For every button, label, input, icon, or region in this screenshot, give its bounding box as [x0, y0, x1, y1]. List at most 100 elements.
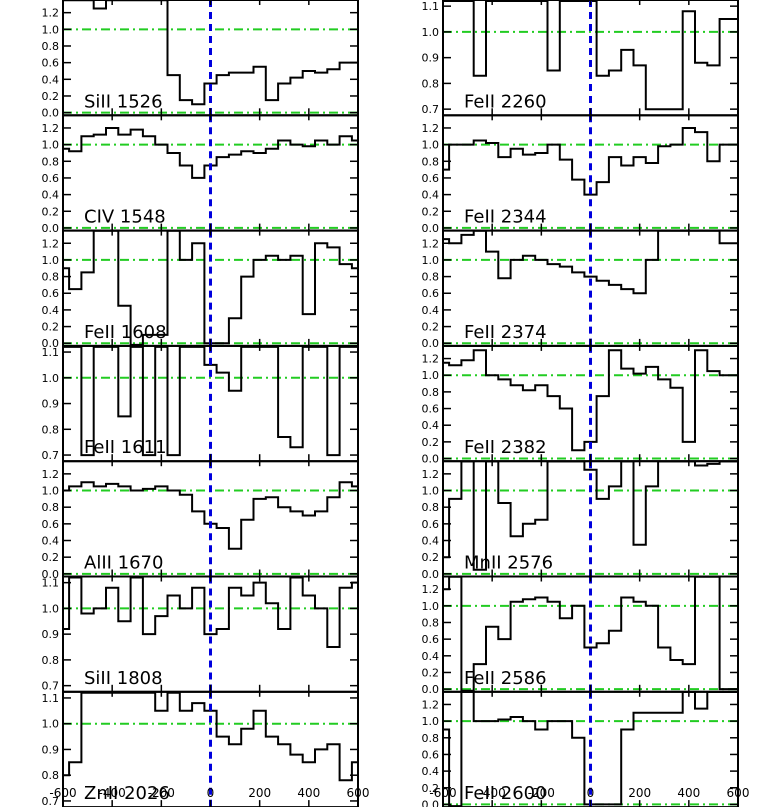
y-tick-label: 0.8	[422, 732, 440, 745]
y-tick-label: 1.0	[422, 139, 440, 152]
y-tick-label: 0.6	[42, 57, 60, 70]
spectrum-feii-2382	[443, 349, 738, 452]
y-tick-label: 0.2	[422, 666, 440, 679]
y-tick-label: 0.6	[422, 172, 440, 185]
y-tick-label: 1.0	[42, 139, 60, 152]
y-tick-label: 0.9	[42, 628, 60, 641]
x-tick-label: -200	[148, 786, 175, 800]
x-tick-label: -200	[528, 786, 555, 800]
panel-label: FeII 2344	[464, 207, 547, 228]
y-tick-label: 0.8	[42, 769, 60, 782]
y-tick-label: 1.0	[42, 372, 60, 385]
y-tick-label: 0.0	[42, 222, 60, 235]
y-tick-label: 0.8	[42, 654, 60, 667]
y-tick-label: 0.2	[42, 551, 60, 564]
y-tick-label: 0.2	[422, 551, 440, 564]
panel-label: SiII 1808	[84, 668, 163, 689]
x-tick-label: 600	[727, 786, 750, 800]
y-tick-label: 0.9	[42, 743, 60, 756]
x-tick-label: 600	[347, 786, 370, 800]
spectrum-feii-2586	[443, 576, 738, 692]
panel-label: AlII 1670	[84, 553, 163, 574]
y-tick-label: 0.8	[422, 271, 440, 284]
y-tick-label: 0.2	[422, 321, 440, 334]
y-tick-label: 0.4	[422, 765, 440, 778]
y-tick-label: 1.2	[422, 698, 440, 711]
y-tick-label: 0.2	[42, 90, 60, 103]
y-tick-label: 0.0	[422, 568, 440, 581]
x-tick-label: -400	[99, 786, 126, 800]
y-tick-label: 0.7	[422, 103, 440, 116]
y-tick-label: 1.1	[422, 0, 440, 13]
y-tick-label: 0.6	[422, 633, 440, 646]
y-tick-label: 0.8	[422, 501, 440, 514]
y-tick-label: 1.0	[422, 485, 440, 498]
panel-label: MnII 2576	[464, 553, 553, 574]
y-tick-label: 1.2	[422, 468, 440, 481]
y-tick-label: 1.1	[42, 577, 60, 590]
spectrum-feii-1611	[63, 345, 358, 457]
x-tick-label: -600	[49, 786, 76, 800]
y-tick-label: 1.0	[422, 369, 440, 382]
x-tick-label: 200	[628, 786, 651, 800]
y-tick-label: 0.8	[42, 423, 60, 436]
panel-label: FeII 2374	[464, 322, 547, 343]
panel-label: FeII 1608	[84, 322, 167, 343]
y-tick-label: 1.2	[422, 237, 440, 250]
panel-label: FeII 1611	[84, 437, 167, 458]
y-tick-label: 0.6	[42, 172, 60, 185]
y-tick-label: 0.8	[42, 271, 60, 284]
y-tick-label: 0.4	[422, 189, 440, 202]
y-tick-label: 1.1	[42, 346, 60, 359]
y-tick-label: 0.0	[422, 222, 440, 235]
y-tick-label: 0.6	[422, 287, 440, 300]
x-tick-label: 400	[297, 786, 320, 800]
y-tick-label: 1.0	[42, 23, 60, 36]
y-tick-label: 0.4	[422, 304, 440, 317]
y-tick-label: 1.0	[422, 715, 440, 728]
y-tick-label: 0.7	[42, 680, 60, 693]
y-tick-label: 0.8	[422, 616, 440, 629]
y-tick-label: 1.1	[42, 692, 60, 705]
y-tick-label: 0.8	[422, 77, 440, 90]
y-tick-label: 0.0	[42, 568, 60, 581]
y-tick-label: 0.4	[42, 189, 60, 202]
y-tick-label: 0.0	[422, 453, 440, 466]
y-tick-label: 0.0	[42, 337, 60, 350]
y-tick-label: 0.2	[422, 782, 440, 795]
x-tick-label: 200	[248, 786, 271, 800]
y-tick-label: 0.9	[422, 52, 440, 65]
x-tick-label: 0	[207, 786, 215, 800]
y-tick-label: 1.0	[42, 602, 60, 615]
x-tick-label: -400	[479, 786, 506, 800]
y-tick-label: 1.0	[422, 26, 440, 39]
y-tick-label: 1.0	[42, 254, 60, 267]
spectrum-feii-2344	[443, 127, 738, 196]
y-tick-label: 0.9	[42, 398, 60, 411]
y-tick-label: 0.7	[42, 449, 60, 462]
y-tick-label: 0.2	[42, 321, 60, 334]
x-tick-label: 0	[587, 786, 595, 800]
y-tick-label: 0.4	[42, 304, 60, 317]
x-tick-label: -600	[429, 786, 456, 800]
y-tick-label: 0.4	[422, 419, 440, 432]
spectrum-siii-1808	[63, 576, 358, 648]
y-tick-label: 0.6	[42, 287, 60, 300]
panel-label: FeII 2600	[464, 783, 547, 804]
y-tick-label: 1.0	[42, 485, 60, 498]
y-tick-label: 0.8	[422, 386, 440, 399]
y-tick-label: 1.0	[422, 600, 440, 613]
y-tick-label: 0.6	[42, 518, 60, 531]
y-tick-label: 0.6	[422, 748, 440, 761]
y-tick-label: 1.2	[42, 122, 60, 135]
x-tick-label: 400	[677, 786, 700, 800]
panel-label: ZnII 2026	[84, 783, 170, 804]
panel-label: FeII 2382	[464, 437, 547, 458]
y-tick-label: 0.2	[422, 436, 440, 449]
y-tick-label: 0.4	[422, 535, 440, 548]
y-tick-label: 0.8	[42, 40, 60, 53]
y-tick-label: 0.8	[422, 155, 440, 168]
y-tick-label: 0.0	[42, 107, 60, 120]
y-tick-label: 0.4	[42, 73, 60, 86]
